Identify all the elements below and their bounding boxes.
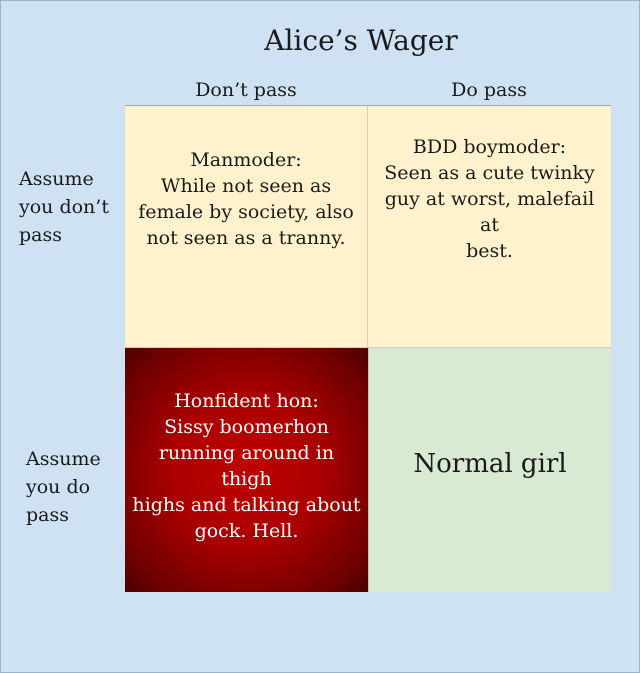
row-header-assume-do-pass: Assume you do pass: [26, 448, 101, 526]
column-header-dont-pass: Don’t pass: [195, 79, 297, 101]
cell-manmoder-text: Manmoder: While not seen as female by so…: [138, 148, 354, 249]
cell-bdd-boymoder: BDD boymoder: Seen as a cute twinky guy …: [368, 106, 611, 348]
cell-manmoder: Manmoder: While not seen as female by so…: [125, 106, 368, 348]
cell-honfident-hon-text: Honfident hon: Sissy boomerhon running a…: [132, 390, 361, 542]
cell-normal-girl-text: Normal girl: [413, 449, 567, 479]
row-header-assume-dont-pass: Assume you don’t pass: [19, 168, 109, 246]
header-divider: [125, 105, 611, 106]
diagram-title: Alice’s Wager: [264, 24, 458, 57]
column-header-do-pass: Do pass: [451, 79, 527, 101]
cell-bdd-boymoder-text: BDD boymoder: Seen as a cute twinky guy …: [384, 135, 595, 262]
cell-normal-girl: Normal girl: [368, 348, 611, 592]
cell-honfident-hon: Honfident hon: Sissy boomerhon running a…: [125, 348, 368, 592]
